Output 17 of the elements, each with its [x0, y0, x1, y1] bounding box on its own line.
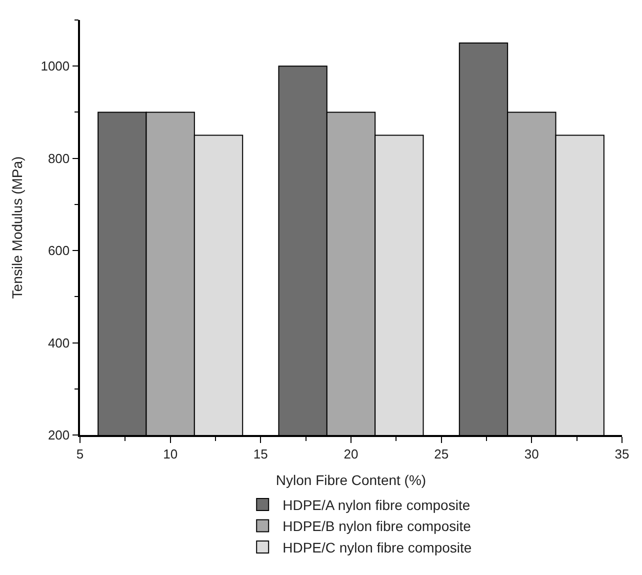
- x-tick-label: 20: [344, 446, 358, 462]
- x-tick-label: 5: [76, 446, 84, 462]
- legend-label: HDPE/B nylon fibre composite: [282, 518, 472, 534]
- x-tick-label: 30: [524, 446, 539, 462]
- y-tick-label: 200: [48, 428, 70, 443]
- x-tick-label: 15: [253, 446, 268, 462]
- y-axis-title: Tensile Modulus (MPa): [8, 156, 25, 299]
- x-tick-label: 25: [434, 446, 449, 462]
- y-tick-label: 800: [48, 150, 70, 166]
- y-tick-label: 600: [48, 243, 70, 258]
- x-tick-label: 35: [614, 446, 630, 462]
- x-axis-title: Nylon Fibre Content (%): [276, 472, 426, 488]
- legend-label: HDPE/A nylon fibre composite: [282, 497, 470, 514]
- y-tick-label: 1000: [40, 58, 70, 74]
- x-tick-label: 10: [163, 446, 178, 462]
- legend-label: HDPE/C nylon fibre composite: [282, 539, 472, 556]
- y-tick-label: 400: [48, 335, 70, 350]
